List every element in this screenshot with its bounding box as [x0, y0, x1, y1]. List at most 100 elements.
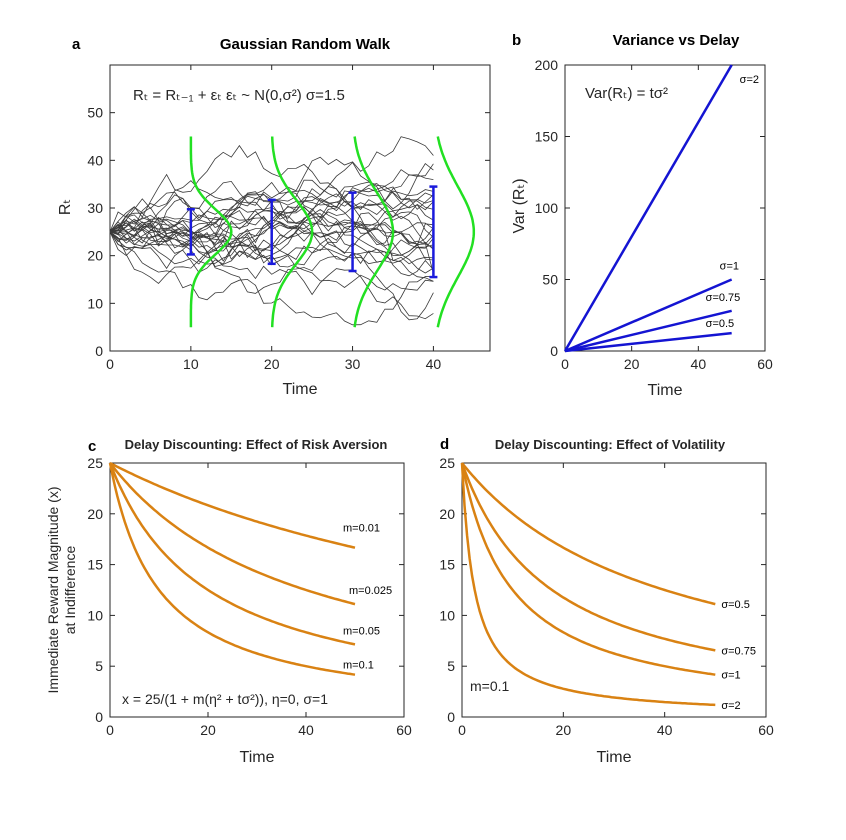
- discount-curve: [109, 461, 356, 549]
- discount-curve-label: m=0.025: [349, 585, 392, 597]
- panel-a-ytick-label: 0: [95, 343, 103, 359]
- panel-d-annotation: m=0.1: [470, 678, 510, 694]
- panel-a-xtick-label: 10: [183, 356, 199, 372]
- panel-d-axes-frame: [461, 462, 767, 718]
- panel-c: c Delay Discounting: Effect of Risk Aver…: [45, 437, 412, 766]
- panel-d-xtick-label: 40: [657, 722, 673, 738]
- panel-d-ytick-label: 10: [439, 607, 455, 623]
- discount-curve: [460, 462, 716, 676]
- discount-curve: [460, 462, 716, 652]
- panel-b-ylabel: Var (Rₜ): [511, 178, 528, 233]
- panel-a-xlabel: Time: [283, 381, 318, 398]
- panel-b-ytick-label: 0: [550, 343, 558, 359]
- panel-a-ytick-label: 10: [87, 295, 103, 311]
- panel-c-ytick-label: 10: [87, 607, 103, 623]
- random-walk-path: [109, 231, 434, 321]
- variance-line-label: σ=0.5: [706, 318, 735, 330]
- panel-a-ytick-label: 40: [87, 152, 103, 168]
- panel-c-ytick-label: 20: [87, 506, 103, 522]
- panel-d-xtick-label: 0: [458, 722, 466, 738]
- discount-curve: [109, 462, 356, 606]
- panel-b-xtick-label: 20: [624, 356, 640, 372]
- panel-a-ytick-label: 30: [87, 200, 103, 216]
- panel-d-ytick-label: 0: [447, 709, 455, 725]
- panel-b-ytick-label: 100: [535, 200, 559, 216]
- variance-line: [563, 64, 733, 352]
- panel-c-equation: x = 25/(1 + m(η² + tσ²)), η=0, σ=1: [122, 691, 328, 707]
- panel-c-ytick-label: 25: [87, 455, 103, 471]
- panel-c-ytick-label: 0: [95, 709, 103, 725]
- panel-d-ytick-label: 15: [439, 557, 455, 573]
- panel-b: b Variance vs Delay Var(Rₜ) = tσ² Time V…: [511, 32, 773, 399]
- panel-c-xtick-label: 40: [298, 722, 314, 738]
- panel-c-xlabel: Time: [240, 749, 275, 766]
- panel-b-equation: Var(Rₜ) = tσ²: [585, 85, 668, 102]
- panel-d-title: Delay Discounting: Effect of Volatility: [495, 437, 726, 452]
- random-walk-path: [109, 136, 434, 243]
- panel-d-ytick-label: 5: [447, 658, 455, 674]
- panel-b-ytick-label: 200: [535, 57, 559, 73]
- random-walk-path: [109, 231, 434, 326]
- panel-a-ylabel: Rₜ: [57, 199, 74, 215]
- panel-b-xtick-label: 0: [561, 356, 569, 372]
- density-curve: [353, 136, 395, 328]
- discount-curve: [461, 462, 716, 606]
- panel-b-title: Variance vs Delay: [613, 32, 740, 49]
- variance-line-label: σ=1: [720, 261, 739, 273]
- panel-b-ytick-label: 50: [542, 272, 558, 288]
- panel-a-ytick-label: 50: [87, 105, 103, 121]
- discount-curve-label: σ=0.75: [721, 645, 756, 657]
- variance-line: [564, 278, 733, 353]
- discount-curve-label: m=0.01: [343, 523, 380, 535]
- discount-curve: [108, 462, 356, 676]
- panel-a-xtick-label: 20: [264, 356, 280, 372]
- panel-c-title: Delay Discounting: Effect of Risk Aversi…: [125, 437, 388, 452]
- panel-c-ylabel-2: at Indifference: [62, 546, 78, 635]
- panel-c-ylabel: Immediate Reward Magnitude (x): [45, 487, 61, 694]
- panel-c-ytick-label: 15: [87, 557, 103, 573]
- random-walk-path: [109, 144, 434, 233]
- panel-b-xtick-label: 60: [757, 356, 773, 372]
- panel-d-ytick-label: 25: [439, 455, 455, 471]
- panel-c-xtick-label: 20: [200, 722, 216, 738]
- panel-c-ytick-label: 5: [95, 658, 103, 674]
- variance-line-label: σ=2: [740, 74, 759, 86]
- panel-a-equation: Rₜ = Rₜ₋₁ + εₜ εₜ ~ N(0,σ²) σ=1.5: [133, 87, 345, 104]
- panel-a-xtick-label: 40: [426, 356, 442, 372]
- discount-curve-label: σ=2: [721, 700, 740, 712]
- density-curve: [436, 136, 476, 328]
- density-curve: [189, 136, 233, 328]
- discount-curve: [460, 462, 716, 707]
- discount-curve-label: σ=0.5: [721, 599, 750, 611]
- panel-a-ytick-label: 20: [87, 248, 103, 264]
- panel-a-xtick-label: 30: [345, 356, 361, 372]
- panel-a: a Gaussian Random Walk Rₜ = Rₜ₋₁ + εₜ εₜ…: [57, 36, 491, 398]
- discount-curve-label: m=0.05: [343, 625, 380, 637]
- panel-c-xtick-label: 60: [396, 722, 412, 738]
- density-curve: [270, 136, 314, 328]
- variance-line-label: σ=0.75: [706, 292, 741, 304]
- panel-b-xtick-label: 40: [691, 356, 707, 372]
- panel-d-xlabel: Time: [597, 749, 632, 766]
- panel-d-xtick-label: 20: [556, 722, 572, 738]
- panel-b-label: b: [512, 32, 521, 49]
- panel-c-label: c: [88, 438, 96, 455]
- panel-d-ytick-label: 20: [439, 506, 455, 522]
- discount-curve-label: m=0.1: [343, 660, 374, 672]
- panel-b-ytick-label: 150: [535, 129, 559, 145]
- variance-line: [564, 309, 732, 353]
- panel-d-xtick-label: 60: [758, 722, 774, 738]
- panel-a-xtick-label: 0: [106, 356, 114, 372]
- panel-a-label: a: [72, 36, 81, 53]
- random-walk-path: [109, 231, 434, 320]
- panel-a-title: Gaussian Random Walk: [220, 36, 391, 53]
- panel-d-label: d: [440, 436, 449, 453]
- panel-d: d Delay Discounting: Effect of Volatilit…: [439, 436, 774, 766]
- panel-c-xtick-label: 0: [106, 722, 114, 738]
- discount-curve: [108, 462, 356, 646]
- discount-curve-label: σ=1: [721, 670, 740, 682]
- panel-c-axes-frame: [109, 462, 405, 718]
- variance-line: [564, 331, 732, 353]
- panel-b-xlabel: Time: [648, 382, 683, 399]
